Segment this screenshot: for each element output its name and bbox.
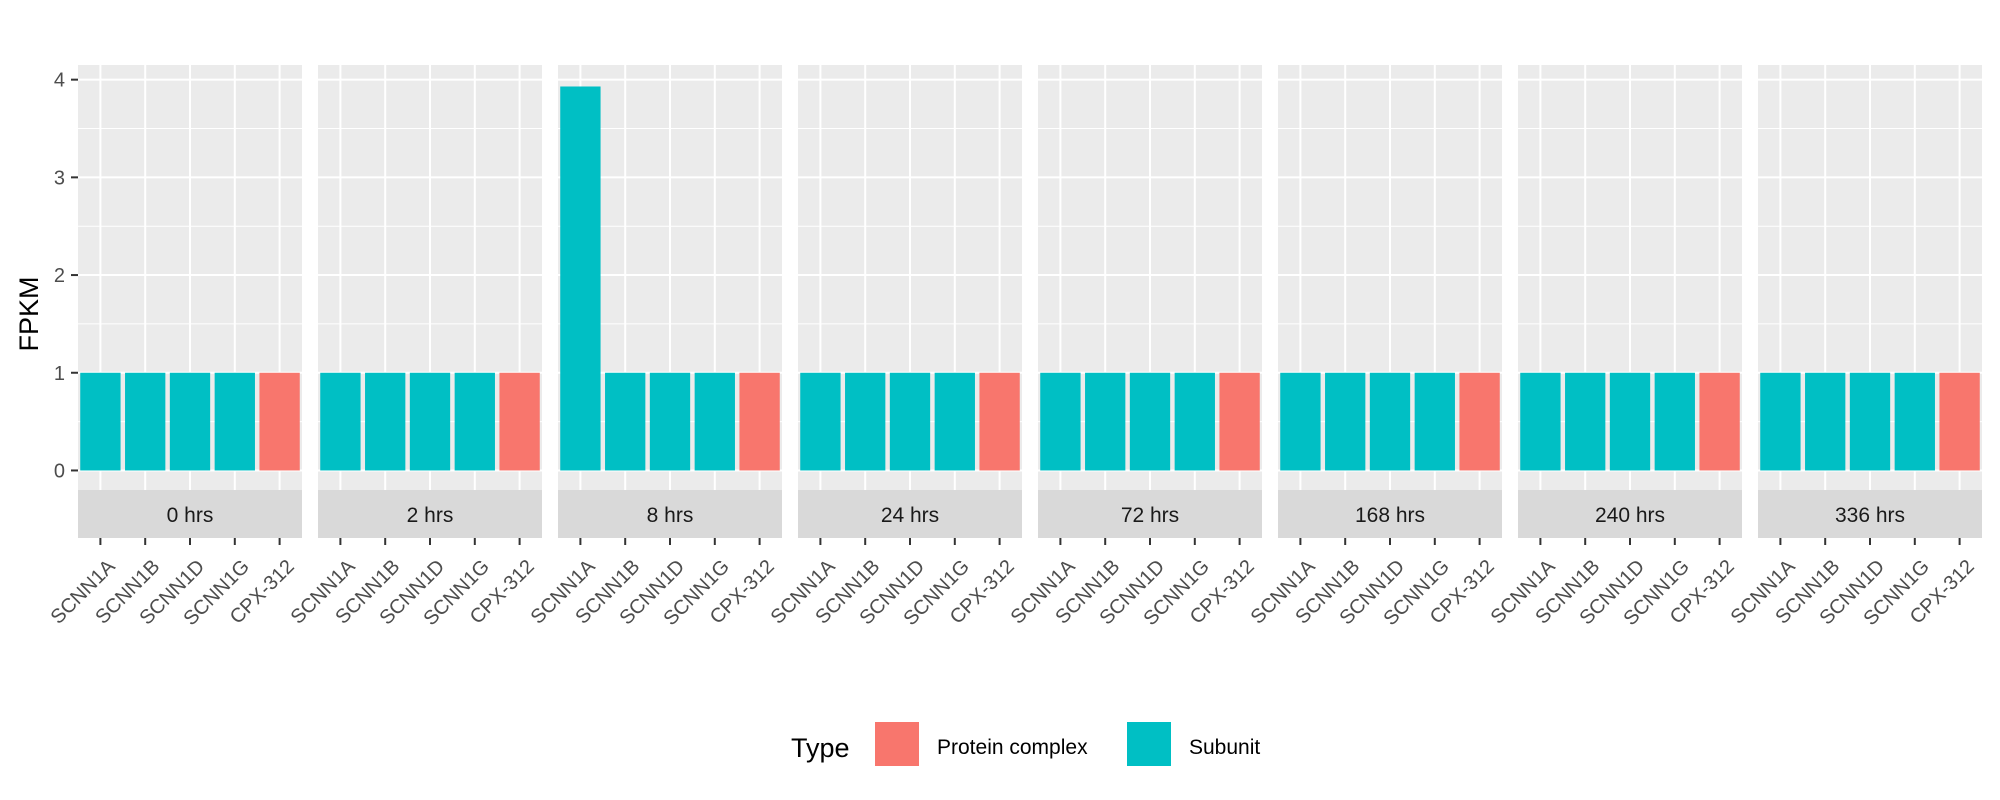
y-tick-label: 3: [54, 167, 65, 189]
bar: [1520, 372, 1561, 471]
bar: [499, 372, 540, 471]
y-tick-label: 4: [54, 70, 65, 92]
bar: [1129, 372, 1171, 471]
bar: [1369, 372, 1411, 471]
facet-strip-label: 240 hrs: [1595, 504, 1665, 527]
bar: [409, 372, 451, 471]
legend-swatch: [1127, 722, 1171, 766]
facet-strip: [318, 490, 542, 538]
facet-strip-label: 168 hrs: [1355, 504, 1425, 527]
facet-strip-label: 24 hrs: [881, 504, 939, 527]
bar: [1699, 372, 1740, 471]
y-tick-label: 0: [54, 460, 65, 482]
bar: [979, 372, 1020, 471]
y-tick-label: 1: [54, 363, 65, 385]
bar: [560, 86, 601, 471]
bar: [694, 372, 735, 471]
bar: [1459, 372, 1500, 471]
facet-strip: [78, 490, 302, 538]
legend-label: Subunit: [1189, 736, 1260, 759]
bar: [800, 372, 841, 471]
bar: [1654, 372, 1695, 471]
bar: [1040, 372, 1081, 471]
legend-title: Type: [791, 733, 850, 763]
facet-strip: [1278, 490, 1502, 538]
bar: [1760, 372, 1801, 471]
legend: Type Protein complex Subunit: [791, 722, 1260, 766]
bar: [739, 372, 780, 471]
bar: [320, 372, 361, 471]
legend-swatch: [875, 722, 919, 766]
facet-strip-label: 2 hrs: [407, 504, 454, 527]
bar: [125, 372, 166, 471]
legend-label: Protein complex: [937, 736, 1088, 759]
bar: [1325, 372, 1366, 471]
facet-strip-label: 72 hrs: [1121, 504, 1179, 527]
bar: [214, 372, 255, 471]
legend-item: Protein complex: [875, 722, 1088, 766]
facet-strip: [1518, 490, 1742, 538]
bar: [1609, 372, 1651, 471]
bar: [889, 372, 931, 471]
bar: [169, 372, 211, 471]
y-tick-label: 2: [54, 265, 65, 287]
bar: [80, 372, 121, 471]
bar: [454, 372, 495, 471]
bar: [259, 372, 300, 471]
facet-strip-label: 8 hrs: [647, 504, 694, 527]
y-axis-title: FPKM: [14, 276, 44, 351]
bar: [1219, 372, 1260, 471]
facet-strip: [558, 490, 782, 538]
bar: [365, 372, 406, 471]
facet-strip-label: 0 hrs: [167, 504, 214, 527]
bar: [1280, 372, 1321, 471]
bar: [649, 372, 691, 471]
bar: [1849, 372, 1891, 471]
legend-item: Subunit: [1127, 722, 1260, 766]
facet-strip: [798, 490, 1022, 538]
bar: [934, 372, 975, 471]
bar: [1085, 372, 1126, 471]
bar: [1894, 372, 1935, 471]
bar: [605, 372, 646, 471]
facet-strip-label: 336 hrs: [1835, 504, 1905, 527]
bar: [1565, 372, 1606, 471]
facet-strip: [1038, 490, 1262, 538]
bar: [1939, 372, 1980, 471]
bar: [1174, 372, 1215, 471]
bar: [1805, 372, 1846, 471]
facet-strip: [1758, 490, 1982, 538]
bar: [1414, 372, 1455, 471]
bar: [845, 372, 886, 471]
